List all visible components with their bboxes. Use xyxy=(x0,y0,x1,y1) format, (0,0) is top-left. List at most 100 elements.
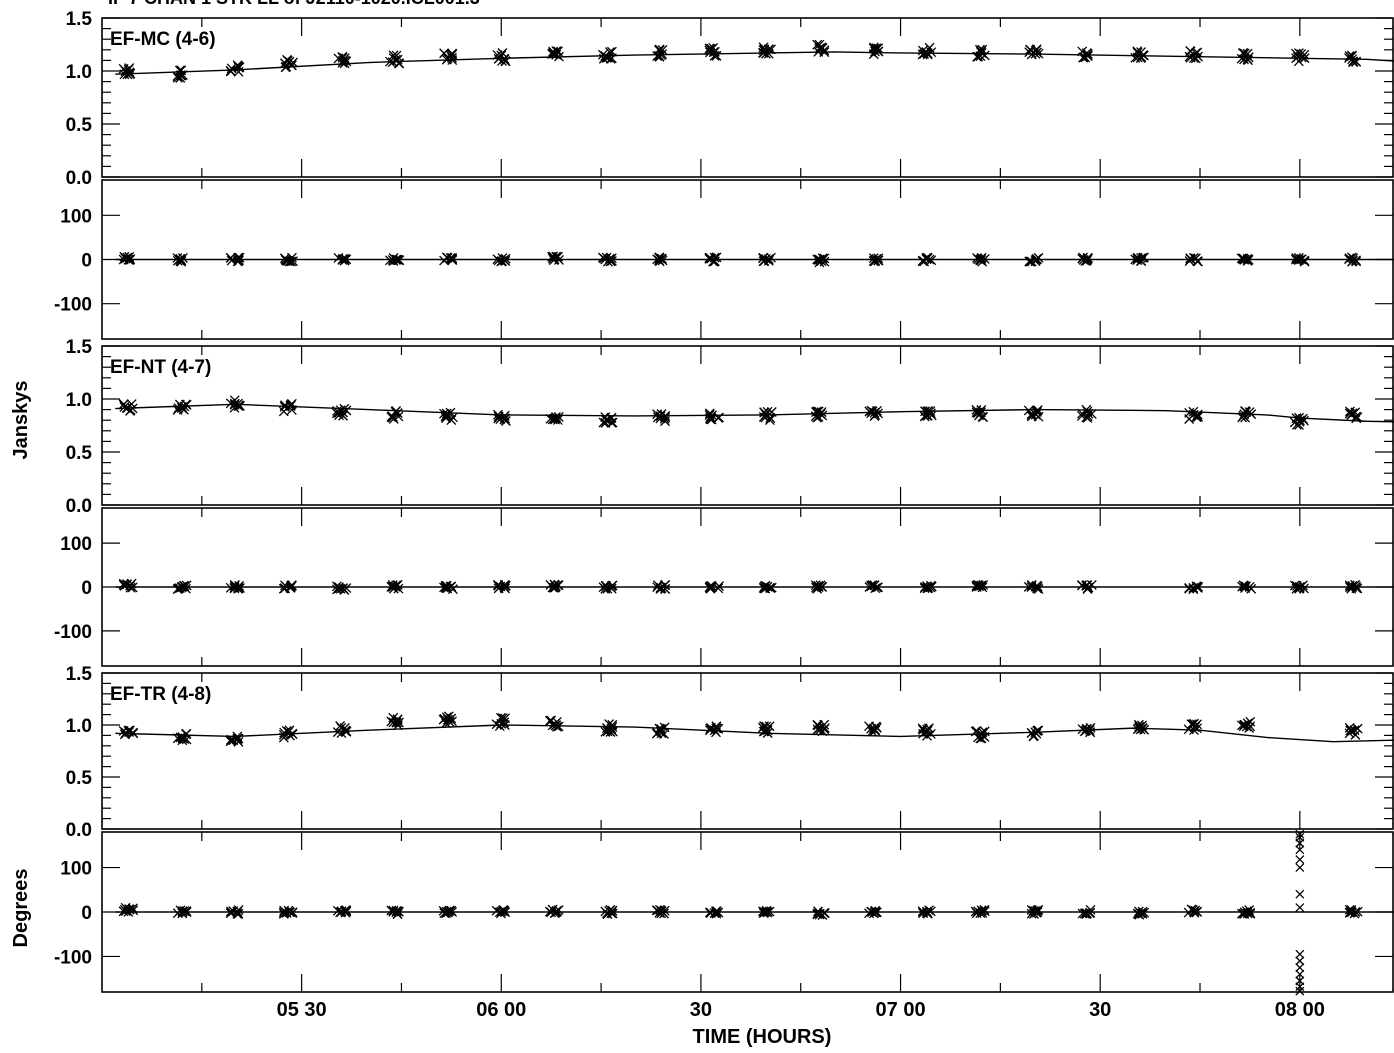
amplitude-data-point xyxy=(709,50,720,61)
phase-data-point xyxy=(545,579,556,590)
phase-data-point xyxy=(1023,581,1034,592)
amplitude-data-point xyxy=(1188,409,1199,420)
phase-data-point xyxy=(392,909,403,919)
phase-data-point xyxy=(391,254,402,265)
phase-data-point xyxy=(660,580,671,590)
phase-data-point xyxy=(172,253,183,264)
y-tick-label: 100 xyxy=(60,534,92,555)
phase-data-point xyxy=(606,253,617,264)
phase-data-point xyxy=(1078,252,1089,263)
panel-frame xyxy=(101,17,1394,178)
phase-data-point xyxy=(1026,905,1037,915)
phase-data-point xyxy=(181,906,192,917)
amplitude-data-point xyxy=(1026,727,1037,738)
phase-data-point xyxy=(864,908,874,919)
phase-data-point xyxy=(280,580,290,591)
phase-data-point xyxy=(652,582,663,593)
phase-data-point xyxy=(926,581,937,592)
phase-data-point xyxy=(392,579,403,590)
amplitude-data-point xyxy=(180,399,191,410)
amplitude-data-point xyxy=(386,716,397,727)
phase-data-point xyxy=(1033,584,1044,595)
amplitude-data-point xyxy=(705,722,716,733)
amplitude-data-point xyxy=(762,728,773,738)
amplitude-data-point xyxy=(287,728,298,739)
y-tick-label: 0.5 xyxy=(66,115,93,136)
panel-frame xyxy=(101,672,1394,830)
amplitude-data-point xyxy=(233,736,244,747)
amplitude-data-point xyxy=(1240,407,1251,418)
phase-data-point xyxy=(873,253,884,264)
amplitude-data-point xyxy=(705,47,715,58)
phase-data-point xyxy=(128,905,139,916)
amplitude-data-point xyxy=(765,413,776,423)
phase-outlier-point xyxy=(1295,845,1305,855)
amplitude-data-point xyxy=(1080,725,1091,736)
amplitude-data-point xyxy=(975,46,986,57)
amplitude-data-point xyxy=(491,719,502,730)
phase-data-point xyxy=(1237,581,1248,592)
amplitude-data-point xyxy=(1346,725,1357,735)
amplitude-data-point xyxy=(1347,54,1358,65)
y-tick-label: 100 xyxy=(60,206,92,227)
amplitude-data-point xyxy=(388,414,399,424)
phase-data-point xyxy=(714,581,725,592)
baseline-label: EF-TR (4-8) xyxy=(110,684,211,705)
amplitude-data-point xyxy=(122,69,133,80)
phase-data-point xyxy=(924,254,935,265)
amplitude-data-point xyxy=(1130,52,1141,63)
amplitude-data-point xyxy=(1192,409,1203,420)
phase-data-point xyxy=(552,580,563,591)
x-tick-label: 07 00 xyxy=(876,999,926,1021)
y-tick-label: -100 xyxy=(54,947,92,968)
amplitude-data-point xyxy=(1031,44,1042,55)
amplitude-data-point xyxy=(1190,721,1201,732)
y-tick-label: 100 xyxy=(60,859,92,880)
phase-data-point xyxy=(759,256,770,266)
phase-data-point xyxy=(549,254,560,265)
x-tick-label: 08 00 xyxy=(1275,999,1325,1021)
amplitude-data-point xyxy=(1244,723,1255,733)
amplitude-data-point xyxy=(813,46,824,57)
amplitude-data-point xyxy=(819,723,830,733)
amplitude-data-point xyxy=(759,407,770,418)
amplitude-data-point xyxy=(553,721,564,732)
amplitude-data-point xyxy=(391,717,402,728)
phase-outlier-point xyxy=(1295,903,1305,913)
amplitude-data-point xyxy=(447,716,458,727)
amplitude-data-point xyxy=(338,410,348,421)
phase-data-point xyxy=(1136,253,1146,264)
amplitude-data-point xyxy=(926,410,937,421)
amplitude-data-point xyxy=(119,69,130,80)
y-tick-label: 1.5 xyxy=(66,337,93,358)
amplitude-data-point xyxy=(652,728,663,738)
amplitude-data-point xyxy=(1243,52,1254,63)
phase-data-point xyxy=(338,583,348,593)
amplitude-data-point xyxy=(447,52,457,63)
amplitude-data-point xyxy=(873,43,884,54)
phase-data-point xyxy=(278,908,289,919)
phase-data-point xyxy=(1240,581,1251,592)
amplitude-data-point xyxy=(977,727,988,738)
amplitude-data-point xyxy=(814,725,825,736)
amplitude-data-point xyxy=(758,42,769,53)
phase-data-point xyxy=(1137,908,1148,919)
amplitude-data-point xyxy=(654,45,664,56)
amplitude-data-point xyxy=(977,44,988,55)
phase-data-point xyxy=(871,907,882,918)
phase-data-point xyxy=(1136,256,1147,266)
phase-data-point xyxy=(657,255,668,266)
phase-data-point xyxy=(1242,908,1253,919)
plot-header: IF 7 CHAN 1 STK LL of J2110-1020.ICL001.… xyxy=(108,0,480,8)
amplitude-data-point xyxy=(707,410,717,421)
amplitude-data-point xyxy=(1351,413,1362,424)
phase-data-point xyxy=(977,582,988,593)
phase-data-point xyxy=(926,255,937,266)
phase-data-point xyxy=(340,905,351,916)
phase-data-point xyxy=(391,905,402,916)
amplitude-data-point xyxy=(232,733,243,744)
amplitude-data-point xyxy=(979,732,990,742)
amplitude-data-point xyxy=(288,57,299,68)
phase-data-point xyxy=(118,578,129,589)
